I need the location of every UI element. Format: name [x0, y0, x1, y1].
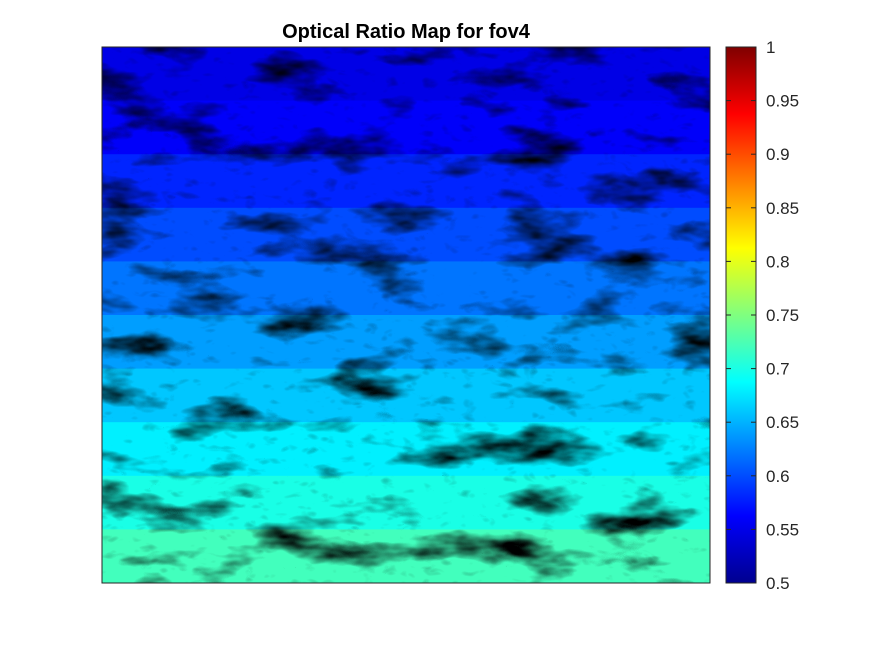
colorbar-tick-label: 0.65 [766, 413, 799, 432]
colorbar-tick-label: 0.75 [766, 306, 799, 325]
heatmap-image [101, 46, 711, 584]
colorbar-tick-label: 0.85 [766, 199, 799, 218]
colorbar-tick-label: 0.6 [766, 467, 790, 486]
colorbar-tick-label: 0.55 [766, 520, 799, 539]
colorbar-tick-label: 0.8 [766, 252, 790, 271]
colorbar-tick-label: 0.7 [766, 360, 790, 379]
colorbar-tick-label: 0.5 [766, 574, 790, 593]
dark-texture-overlay [102, 47, 710, 583]
colorbar-tick-label: 0.95 [766, 92, 799, 111]
chart-title: Optical Ratio Map for fov4 [282, 21, 531, 43]
colorbar-tick-label: 1 [766, 38, 775, 57]
colorbar-tick-label: 0.9 [766, 145, 790, 164]
colorbar: 1 0.95 0.9 0.85 0.8 0.75 0.7 0.65 0.6 0.55 0.5 [725, 38, 799, 593]
plot-frame [101, 46, 711, 584]
